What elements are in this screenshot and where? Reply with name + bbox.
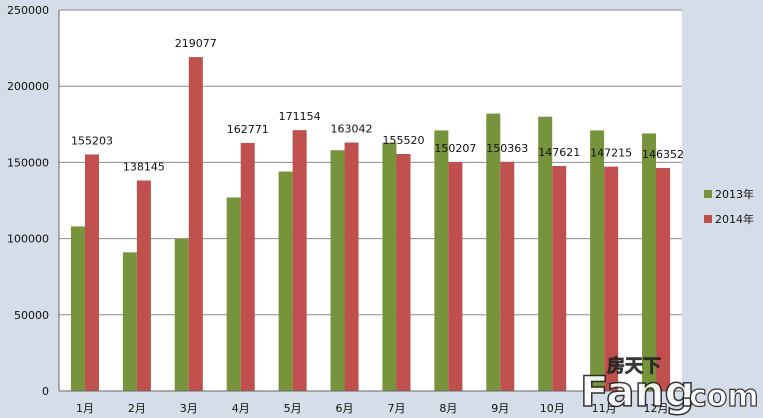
y-tick-label: 150000 <box>7 156 49 169</box>
bar-2014 <box>604 166 619 391</box>
legend-swatch <box>704 190 712 198</box>
data-labels: 155203 138145 219077 162771 171154 163042 1555… <box>71 37 684 173</box>
data-label-2014: 150363 <box>486 142 528 155</box>
bar-2014 <box>552 166 567 391</box>
bar-2014 <box>656 167 671 391</box>
bar-2013 <box>174 238 189 391</box>
x-tick-label: 7月 <box>387 402 405 415</box>
x-tick-label: 3月 <box>180 402 198 415</box>
x-tick-label: 2月 <box>128 402 146 415</box>
watermark-cn: 房天下 <box>607 355 661 377</box>
data-label-2014: 146352 <box>642 148 684 161</box>
bar-2013 <box>486 113 501 391</box>
x-tick-label: 10月 <box>540 402 565 415</box>
y-tick-label: 200000 <box>7 80 49 93</box>
x-tick-labels: 1月 2月 3月 4月 5月 6月 7月 8月 9月 10月 11月 12月 <box>76 402 669 415</box>
x-tick-label: 12月 <box>644 402 669 415</box>
legend-swatch <box>704 215 712 223</box>
y-tick-label: 100000 <box>7 233 49 246</box>
watermark-dot: . <box>679 367 695 416</box>
legend-label: 2013年 <box>715 187 754 201</box>
bar-2013 <box>590 130 605 391</box>
x-tick-label: 5月 <box>284 402 302 415</box>
bar-2014 <box>292 130 307 391</box>
legend: 2013年 2014年 <box>704 187 754 226</box>
bars <box>70 57 671 392</box>
bar-2013 <box>122 252 137 391</box>
x-tick-label: 11月 <box>592 402 617 415</box>
bar-2013 <box>226 197 241 391</box>
x-tick-label: 1月 <box>76 402 94 415</box>
bar-2013 <box>642 133 657 391</box>
gridlines <box>59 9 682 316</box>
bar-2014 <box>240 142 255 391</box>
bar-2013 <box>70 226 85 391</box>
legend-label: 2014年 <box>715 212 754 226</box>
bar-2013 <box>382 142 397 391</box>
data-label-2014: 219077 <box>175 37 217 50</box>
data-label-2014: 163042 <box>331 123 373 136</box>
bar-2014 <box>136 180 151 391</box>
data-label-2014: 155203 <box>71 134 113 147</box>
bar-2014 <box>188 57 203 392</box>
y-tick-label: 250000 <box>7 4 49 17</box>
bar-2014 <box>500 161 515 391</box>
watermark-main: Fang <box>580 367 695 416</box>
data-label-2014: 138145 <box>123 160 165 173</box>
bar-2013 <box>330 150 345 391</box>
bar-2014 <box>344 142 359 391</box>
bar-2014 <box>448 162 463 391</box>
plot-area <box>59 10 682 391</box>
data-label-2014: 155520 <box>382 134 424 147</box>
x-tick-label: 4月 <box>232 402 250 415</box>
bar-2014 <box>396 153 411 391</box>
y-tick-label: 50000 <box>14 309 49 322</box>
axes <box>58 10 682 392</box>
data-label-2014: 162771 <box>227 123 269 136</box>
watermark-suffix: com <box>689 379 759 414</box>
bar-2013 <box>434 130 449 391</box>
watermark-logo: Fang . com 房天下 <box>579 355 759 417</box>
bar-2013 <box>538 116 553 392</box>
data-label-2014: 147215 <box>590 147 632 160</box>
y-tick-labels: 0 50000 100000 150000 200000 250000 <box>7 4 49 398</box>
bar-2013 <box>278 171 293 391</box>
y-tick-label: 0 <box>42 385 49 398</box>
x-tick-label: 8月 <box>439 402 457 415</box>
x-tick-label: 6月 <box>336 402 354 415</box>
bar-2014 <box>84 154 99 391</box>
data-label-2014: 171154 <box>279 110 321 123</box>
x-tick-label: 9月 <box>491 402 509 415</box>
data-label-2014: 150207 <box>434 142 476 155</box>
data-label-2014: 147621 <box>538 146 580 159</box>
